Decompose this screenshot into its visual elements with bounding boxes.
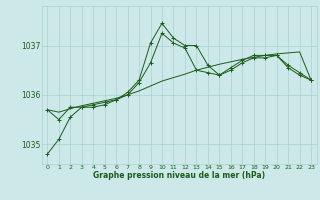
X-axis label: Graphe pression niveau de la mer (hPa): Graphe pression niveau de la mer (hPa): [93, 171, 265, 180]
